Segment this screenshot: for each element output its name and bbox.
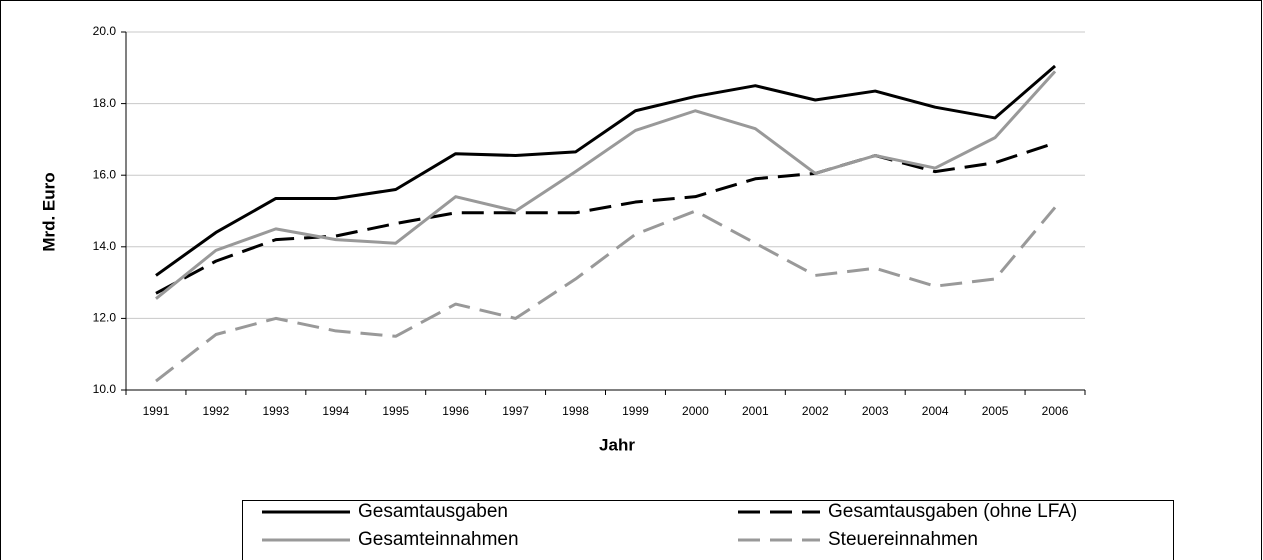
x-tick-label: 2000 bbox=[682, 404, 709, 418]
y-tick-label: 18.0 bbox=[93, 96, 117, 110]
legend-label: Gesamtausgaben (ohne LFA) bbox=[828, 501, 1077, 522]
legend-box bbox=[242, 500, 1174, 560]
x-tick-label: 2004 bbox=[922, 404, 949, 418]
x-tick-label: 1993 bbox=[262, 404, 289, 418]
x-tick-label: 2002 bbox=[802, 404, 829, 418]
line-series bbox=[155, 206, 1057, 383]
x-tick-label: 1996 bbox=[442, 404, 469, 418]
x-tick-label: 1999 bbox=[622, 404, 649, 418]
x-tick-label: 1992 bbox=[203, 404, 230, 418]
x-tick-label: 1998 bbox=[562, 404, 589, 418]
legend-label: Gesamteinnahmen bbox=[358, 529, 519, 550]
y-tick-label: 10.0 bbox=[93, 382, 117, 396]
x-tick-label: 2001 bbox=[742, 404, 769, 418]
y-tick-label: 16.0 bbox=[93, 167, 117, 181]
x-tick-label: 1997 bbox=[502, 404, 529, 418]
x-tick-label: 2005 bbox=[982, 404, 1009, 418]
y-axis-title: Mrd. Euro bbox=[39, 172, 58, 251]
x-tick-label: 1991 bbox=[143, 404, 170, 418]
x-tick-label: 1994 bbox=[322, 404, 349, 418]
x-axis-title: Jahr bbox=[599, 435, 635, 454]
x-tick-label: 1995 bbox=[382, 404, 409, 418]
line-series bbox=[155, 64, 1057, 277]
legend-label: Steuereinnahmen bbox=[828, 529, 978, 550]
line-series bbox=[155, 70, 1057, 300]
line-series bbox=[155, 141, 1056, 295]
legend-label: Gesamtausgaben bbox=[358, 501, 508, 522]
y-tick-label: 12.0 bbox=[93, 311, 117, 325]
x-tick-label: 2003 bbox=[862, 404, 889, 418]
y-tick-label: 14.0 bbox=[93, 239, 117, 253]
x-tick-label: 2006 bbox=[1042, 404, 1069, 418]
y-tick-label: 20.0 bbox=[93, 24, 117, 38]
